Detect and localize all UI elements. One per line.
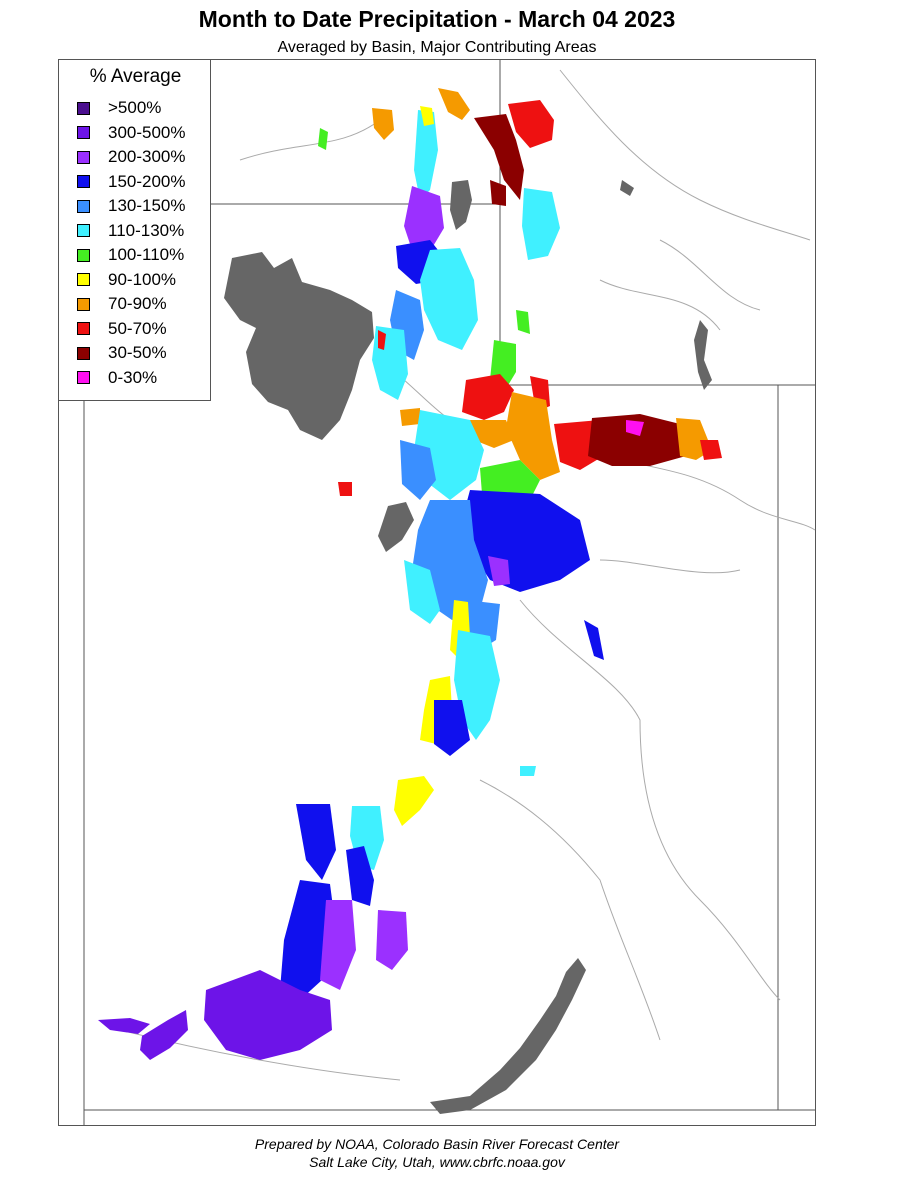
- legend-label: 100-110%: [108, 245, 185, 264]
- legend-swatch: [77, 248, 90, 262]
- river-line: [519, 599, 781, 1001]
- footer-location: Salt Lake City, Utah, www.cbrfc.noaa.gov: [309, 1154, 565, 1170]
- area-70-90: [372, 108, 394, 140]
- legend-item: 150-200%: [77, 171, 186, 193]
- legend-label: 200-300%: [108, 147, 186, 166]
- state-boundaries: [83, 60, 816, 1126]
- flaming-gorge: [694, 320, 712, 390]
- river-line: [559, 69, 811, 241]
- area-50-70: [378, 330, 386, 350]
- map-title: Month to Date Precipitation - March 04 2…: [198, 6, 676, 32]
- area-110-130: [454, 630, 500, 740]
- legend-swatch: [77, 224, 90, 237]
- bear-lake: [450, 180, 472, 230]
- area-90-100: [394, 776, 434, 826]
- area-300-500: [204, 970, 332, 1060]
- area-110-130: [520, 766, 536, 776]
- area-70-90: [438, 88, 470, 120]
- lake-powell: [430, 958, 586, 1114]
- legend-label: 90-100%: [108, 269, 177, 289]
- legend-swatch: [77, 150, 90, 164]
- precip-areas: [98, 88, 722, 1060]
- legend-item: 100-110%: [77, 244, 184, 266]
- legend-label: 70-90%: [108, 294, 167, 313]
- legend-swatch: [77, 371, 90, 384]
- area-50-70: [338, 482, 352, 496]
- legend-swatch: [77, 297, 90, 311]
- area-150-200: [296, 804, 336, 880]
- legend-item: 110-130%: [77, 220, 184, 242]
- legend-item: 300-500%: [77, 122, 186, 144]
- legend-label: 300-500%: [108, 122, 186, 142]
- legend-item: 130-150%: [77, 195, 186, 217]
- area-90-100: [420, 106, 434, 126]
- river-line: [599, 279, 721, 331]
- legend-item: 0-30%: [77, 367, 157, 389]
- area-0-30: [626, 420, 644, 436]
- legend-label: >500%: [108, 98, 162, 117]
- legend-item: 70-90%: [77, 293, 167, 315]
- area-110-130: [372, 326, 408, 400]
- legend-swatch: [77, 101, 90, 115]
- legend-label: 150-200%: [108, 171, 186, 191]
- area-30-50: [490, 180, 506, 206]
- legend-swatch: [77, 175, 90, 188]
- area-300-500: [98, 1018, 150, 1034]
- legend-item: 90-100%: [77, 269, 176, 291]
- area-150-200: [434, 700, 470, 756]
- legend-label: 30-50%: [108, 343, 167, 362]
- area-70-90: [506, 392, 560, 480]
- area-100-110: [516, 310, 530, 334]
- footer-credit: Prepared by NOAA, Colorado Basin River F…: [254, 1136, 620, 1152]
- area-150-200: [584, 620, 604, 660]
- legend-swatch: [77, 199, 90, 213]
- area-110-130: [522, 188, 560, 260]
- area-200-300: [488, 556, 510, 586]
- legend-label: 50-70%: [108, 318, 167, 338]
- area-200-300: [376, 910, 408, 970]
- lakes: [224, 180, 712, 1114]
- legend-label: 0-30%: [108, 367, 158, 387]
- legend-item: 200-300%: [77, 146, 186, 168]
- area-50-70: [462, 374, 514, 420]
- river-line: [479, 779, 661, 1041]
- great-salt-lake: [224, 252, 374, 440]
- area-30-50: [474, 114, 524, 200]
- legend-label: 110-130%: [108, 220, 185, 240]
- map-subtitle: Averaged by Basin, Major Contributing Ar…: [277, 39, 597, 56]
- legend-label: 130-150%: [108, 196, 186, 215]
- area-110-130: [404, 560, 440, 624]
- area-100-110: [318, 128, 328, 150]
- map-frame: [58, 59, 816, 1126]
- legend-item: >500%: [77, 97, 161, 119]
- area-70-90: [470, 420, 514, 448]
- legend-item: 30-50%: [77, 342, 167, 364]
- area-110-130: [414, 110, 438, 200]
- utah-lake: [378, 502, 414, 552]
- area-110-130: [420, 248, 478, 350]
- area-70-90: [400, 408, 420, 426]
- legend-swatch: [77, 322, 90, 335]
- area-300-500: [140, 1010, 188, 1060]
- area-200-300: [404, 186, 444, 250]
- legend-item: 50-70%: [77, 318, 167, 340]
- area-30-50: [588, 414, 686, 466]
- legend: % Average >500% 300-500% 200-300% 150-200% 1…: [58, 59, 211, 401]
- legend-swatch: [77, 273, 90, 286]
- area-50-70: [508, 100, 554, 148]
- area-200-300: [320, 900, 356, 990]
- river-line: [239, 119, 381, 161]
- river-line: [599, 559, 741, 574]
- area-130-150: [400, 440, 436, 500]
- area-50-70: [700, 440, 722, 460]
- fontenelle: [620, 180, 634, 196]
- legend-swatch: [77, 126, 90, 139]
- river-line: [659, 239, 761, 311]
- legend-swatch: [77, 346, 90, 360]
- area-50-70: [554, 420, 600, 470]
- area-150-200: [346, 846, 374, 906]
- legend-title: % Average: [89, 66, 182, 87]
